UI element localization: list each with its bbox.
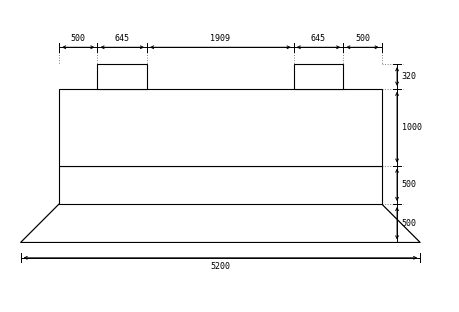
Text: 320: 320 (401, 72, 416, 81)
Bar (59, 89, 381, 166)
Text: 645: 645 (114, 34, 129, 43)
Bar (293, 64, 342, 89)
Text: 500: 500 (401, 219, 416, 228)
Text: 500: 500 (354, 34, 369, 43)
Text: 500: 500 (401, 180, 416, 189)
Bar (59, 166, 381, 204)
Text: 645: 645 (310, 34, 325, 43)
Text: 1909: 1909 (210, 34, 230, 43)
Bar (97, 64, 147, 89)
Text: 5200: 5200 (210, 262, 230, 271)
Polygon shape (21, 204, 419, 242)
Text: 1000: 1000 (401, 123, 421, 132)
Text: 500: 500 (71, 34, 85, 43)
